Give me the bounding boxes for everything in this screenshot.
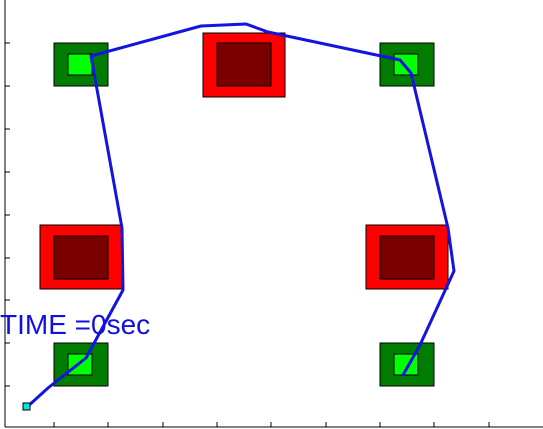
goal-top-right bbox=[379, 42, 435, 87]
obstacle-inner bbox=[216, 42, 272, 87]
left-axis-ticks bbox=[5, 42, 10, 387]
goal-inner bbox=[67, 53, 93, 76]
obstacle-top-center bbox=[202, 32, 286, 98]
goal-bottom-left bbox=[53, 342, 109, 387]
goal-top-left bbox=[53, 42, 109, 87]
obstacle-middle-left bbox=[39, 224, 123, 290]
bottom-axis-ticks bbox=[53, 422, 490, 427]
planned-path bbox=[25, 22, 456, 409]
obstacle-middle-right bbox=[365, 224, 449, 290]
goal-inner bbox=[393, 53, 419, 76]
goal-bottom-right bbox=[379, 342, 435, 387]
time-readout: TIME =0sec bbox=[0, 309, 150, 340]
agent-marker bbox=[22, 402, 31, 411]
plot-frame bbox=[4, 0, 543, 428]
obstacle-inner bbox=[53, 235, 109, 280]
obstacle-inner bbox=[379, 235, 435, 280]
